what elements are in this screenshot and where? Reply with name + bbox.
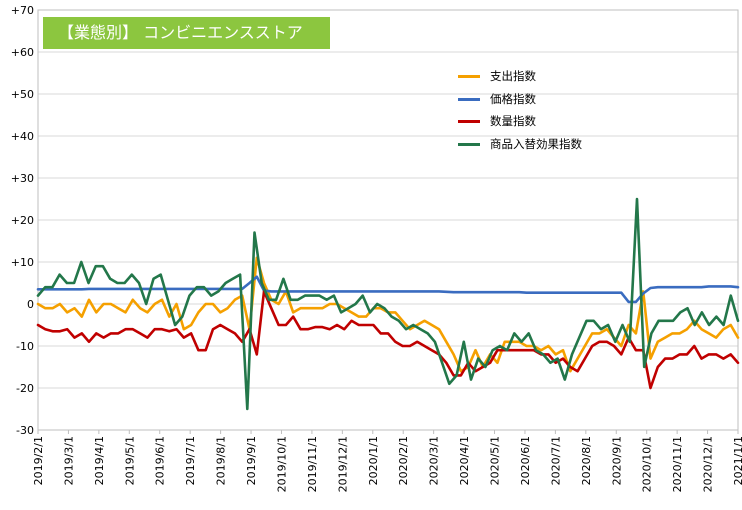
- plot-border: [37, 9, 739, 431]
- x-tick-label: 2020/10/1: [641, 436, 654, 492]
- x-tick-label: 2021/1/1: [732, 436, 742, 485]
- series-line-1: [36, 275, 740, 304]
- y-tick-label: +60: [11, 46, 34, 59]
- legend-label: 数量指数: [490, 114, 536, 128]
- legend-label: 商品入替効果指数: [490, 136, 582, 151]
- y-tick-label: +50: [11, 88, 34, 101]
- x-tick-label: 2019/2/1: [32, 436, 45, 485]
- x-tick-label: 2019/6/1: [154, 436, 167, 485]
- legend-swatch-1: [458, 97, 480, 101]
- y-tick-label: -20: [16, 382, 34, 395]
- y-tick-label: 0: [27, 298, 34, 311]
- y-tick-label: -30: [16, 424, 34, 437]
- x-tick-label: 2020/2/1: [397, 436, 410, 485]
- x-tick-label: 2019/10/1: [275, 436, 288, 492]
- legend-swatch-3: [458, 142, 480, 146]
- x-tick-label: 2019/4/1: [93, 436, 106, 485]
- y-tick-label: +40: [11, 130, 34, 143]
- x-tick-label: 2019/9/1: [245, 436, 258, 485]
- legend-swatch-0: [458, 75, 480, 78]
- y-tick-label: +20: [11, 214, 34, 227]
- y-tick-label: +30: [11, 172, 34, 185]
- chart-title-box: [43, 17, 330, 49]
- legend-swatch-2: [458, 120, 480, 123]
- y-tick-label: +10: [11, 256, 34, 269]
- y-tick-label: +70: [11, 4, 34, 17]
- y-tick-label: -10: [16, 340, 34, 353]
- x-tick-label: 2019/8/1: [215, 436, 228, 485]
- x-tick-label: 2020/7/1: [549, 436, 562, 485]
- series-line-3: [36, 197, 740, 411]
- x-tick-label: 2019/5/1: [123, 436, 136, 485]
- x-tick-label: 2020/12/1: [702, 436, 715, 492]
- x-tick-label: 2020/8/1: [580, 436, 593, 485]
- legend-label: 支出指数: [490, 69, 536, 83]
- legend-label: 価格指数: [490, 91, 536, 106]
- x-tick-label: 2020/4/1: [458, 436, 471, 485]
- x-tick-label: 2019/3/1: [62, 436, 75, 485]
- x-tick-label: 2019/11/1: [306, 436, 319, 492]
- x-tick-label: 2020/5/1: [489, 436, 502, 485]
- x-tick-label: 2020/1/1: [367, 436, 380, 485]
- grid: [38, 9, 738, 431]
- x-tick-label: 2020/11/1: [671, 436, 684, 492]
- x-tick-label: 2020/3/1: [428, 436, 441, 485]
- x-tick-label: 2020/9/1: [610, 436, 623, 485]
- series-lines: [36, 197, 740, 411]
- x-tick-label: 2019/12/1: [336, 436, 349, 492]
- x-tick-label: 2019/7/1: [184, 436, 197, 485]
- x-tick-label: 2020/6/1: [519, 436, 532, 485]
- series-line-2: [36, 290, 740, 390]
- chart-title: 【業態別】 コンビニエンスストア: [58, 23, 303, 42]
